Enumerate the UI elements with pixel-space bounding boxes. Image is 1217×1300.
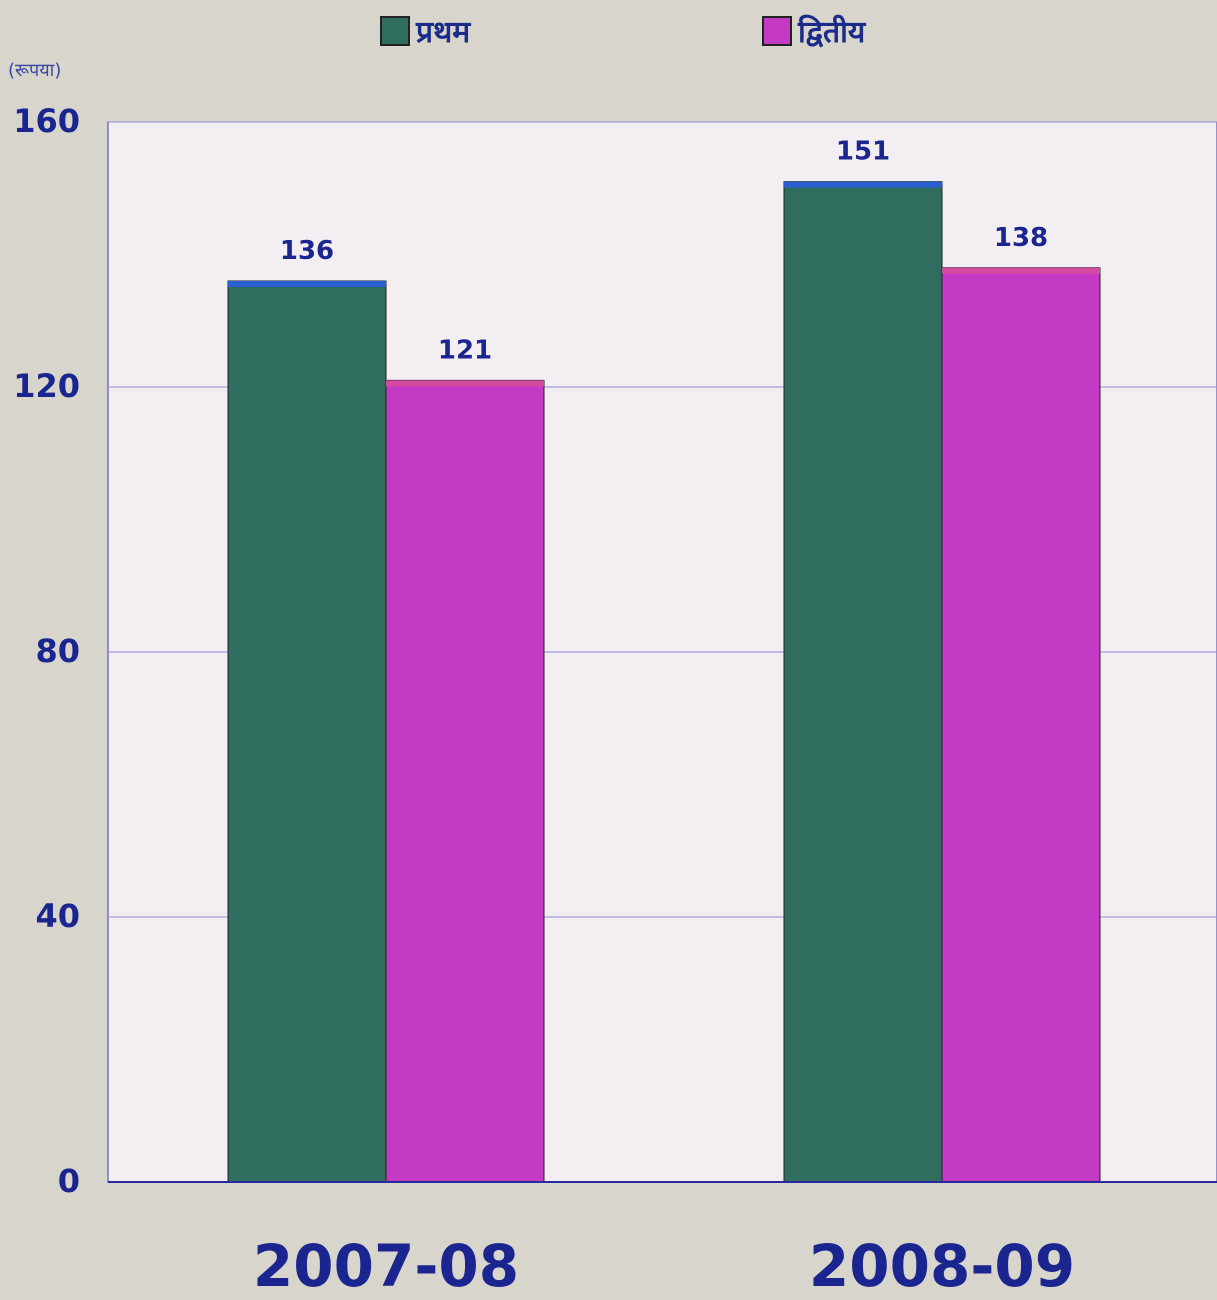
bar-top-edge <box>942 267 1100 274</box>
legend-swatch-series-2 <box>762 15 792 46</box>
y-tick-label: 40 <box>35 897 80 935</box>
bar-value-label: 121 <box>438 335 492 365</box>
bar <box>783 181 943 1183</box>
legend-label-series-1: प्रथम <box>416 15 471 50</box>
bar-value-label: 136 <box>280 236 334 266</box>
bar <box>227 280 387 1183</box>
legend: प्रथम द्वितीय <box>0 10 1217 60</box>
y-tick-label: 0 <box>57 1162 80 1200</box>
bar-top-edge <box>228 281 386 287</box>
x-category-label: 2008-09 <box>808 1232 1076 1300</box>
bar <box>941 267 1101 1183</box>
legend-item-series-2: द्वितीय <box>762 10 865 51</box>
legend-swatch-series-1 <box>380 15 410 46</box>
y-tick-label: 160 <box>13 102 80 140</box>
y-tick-label: 80 <box>35 632 80 670</box>
y-axis-unit-label: (रूपया) <box>8 60 62 81</box>
x-category-label: 2007-08 <box>252 1232 520 1300</box>
bar-value-label: 151 <box>836 137 890 167</box>
bar-value-label: 138 <box>994 223 1048 253</box>
bar-top-edge <box>784 181 942 188</box>
bar-top-edge <box>386 380 544 387</box>
y-tick-label: 120 <box>13 367 80 405</box>
bars: 136 121 151 138 <box>227 137 1101 1183</box>
legend-label-series-2: द्वितीय <box>798 15 866 50</box>
legend-item-series-1: प्रथम <box>380 10 470 51</box>
bar <box>385 379 545 1183</box>
